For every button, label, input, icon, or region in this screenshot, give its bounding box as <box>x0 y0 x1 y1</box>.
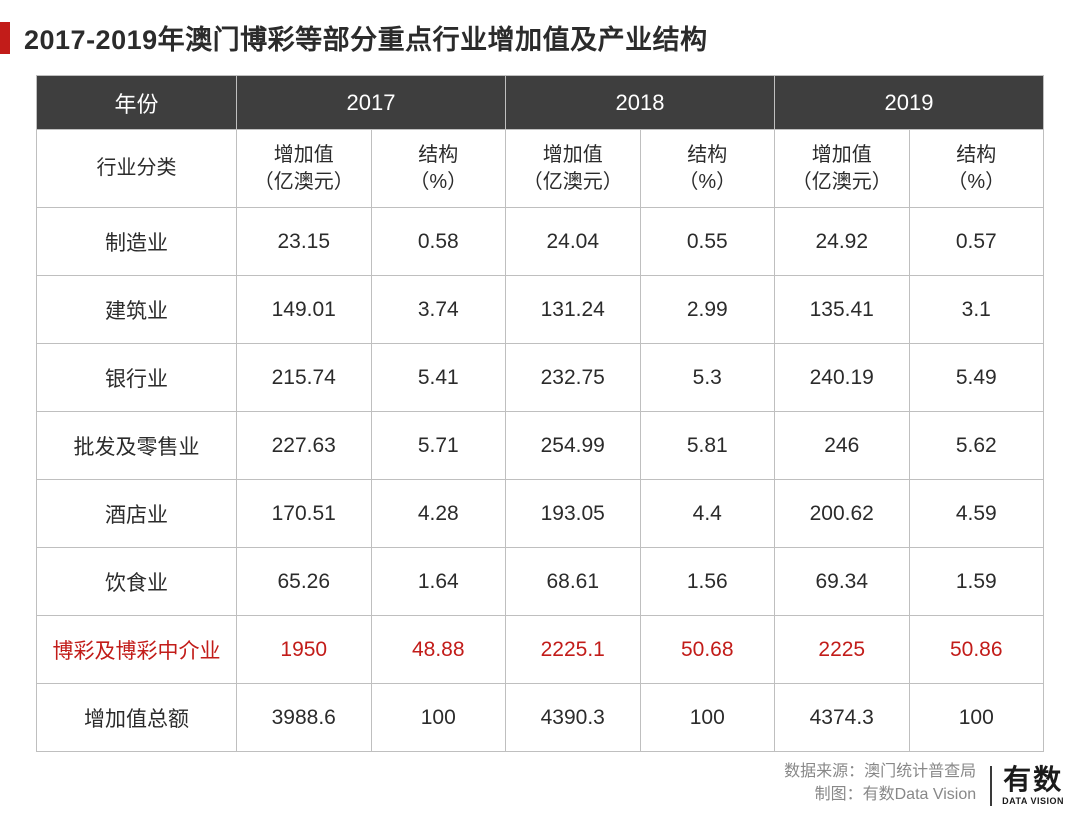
table-cell: 4374.3 <box>775 684 910 752</box>
table-cell: 65.26 <box>237 548 372 616</box>
subcol-value: 增加值（亿澳元） <box>506 130 641 208</box>
table-cell: 48.88 <box>371 616 506 684</box>
row-label: 制造业 <box>37 208 237 276</box>
table-cell: 68.61 <box>506 548 641 616</box>
table-cell: 5.71 <box>371 412 506 480</box>
table-cell: 0.55 <box>640 208 775 276</box>
header-year-label: 年份 <box>37 76 237 130</box>
page-title: 2017-2019年澳门博彩等部分重点行业增加值及产业结构 <box>24 18 708 57</box>
table-cell: 1950 <box>237 616 372 684</box>
accent-block <box>0 22 10 54</box>
header-year-2018: 2018 <box>506 76 775 130</box>
title-bar: 2017-2019年澳门博彩等部分重点行业增加值及产业结构 <box>0 0 1080 75</box>
table-cell: 24.04 <box>506 208 641 276</box>
table-body: 制造业23.150.5824.040.5524.920.57建筑业149.013… <box>37 208 1044 752</box>
table-cell: 24.92 <box>775 208 910 276</box>
table-cell: 2.99 <box>640 276 775 344</box>
table-cell: 4.59 <box>909 480 1044 548</box>
table-cell: 4390.3 <box>506 684 641 752</box>
table-cell: 3.1 <box>909 276 1044 344</box>
table-container: 年份 2017 2018 2019 行业分类 增加值（亿澳元） 结构（%） 增加… <box>0 75 1080 752</box>
table-cell: 232.75 <box>506 344 641 412</box>
table-cell: 4.4 <box>640 480 775 548</box>
footer: 数据来源：澳门统计普查局 制图：有数Data Vision 有数 DATA VI… <box>784 760 1070 806</box>
footer-source: 数据来源：澳门统计普查局 <box>784 760 976 783</box>
table-cell: 3988.6 <box>237 684 372 752</box>
table-row: 饮食业65.261.6468.611.5669.341.59 <box>37 548 1044 616</box>
table-cell: 5.81 <box>640 412 775 480</box>
table-row: 银行业215.745.41232.755.3240.195.49 <box>37 344 1044 412</box>
table-cell: 100 <box>371 684 506 752</box>
table-cell: 1.64 <box>371 548 506 616</box>
table-header-years: 年份 2017 2018 2019 <box>37 76 1044 130</box>
subcol-ratio: 结构（%） <box>371 130 506 208</box>
table-cell: 100 <box>909 684 1044 752</box>
table-row: 酒店业170.514.28193.054.4200.624.59 <box>37 480 1044 548</box>
header-year-2019: 2019 <box>775 76 1044 130</box>
table-row: 建筑业149.013.74131.242.99135.413.1 <box>37 276 1044 344</box>
table-cell: 5.49 <box>909 344 1044 412</box>
footer-text: 数据来源：澳门统计普查局 制图：有数Data Vision <box>784 760 976 806</box>
table-cell: 170.51 <box>237 480 372 548</box>
table-cell: 0.58 <box>371 208 506 276</box>
table-cell: 23.15 <box>237 208 372 276</box>
table-cell: 3.74 <box>371 276 506 344</box>
table-row: 增加值总额3988.61004390.31004374.3100 <box>37 684 1044 752</box>
subcol-value: 增加值（亿澳元） <box>775 130 910 208</box>
table-cell: 2225.1 <box>506 616 641 684</box>
table-cell: 240.19 <box>775 344 910 412</box>
row-label: 增加值总额 <box>37 684 237 752</box>
table-cell: 215.74 <box>237 344 372 412</box>
subcol-ratio: 结构（%） <box>909 130 1044 208</box>
table-cell: 69.34 <box>775 548 910 616</box>
table-cell: 100 <box>640 684 775 752</box>
row-label: 饮食业 <box>37 548 237 616</box>
table-cell: 131.24 <box>506 276 641 344</box>
table-cell: 135.41 <box>775 276 910 344</box>
industry-table: 年份 2017 2018 2019 行业分类 增加值（亿澳元） 结构（%） 增加… <box>36 75 1044 752</box>
table-cell: 2225 <box>775 616 910 684</box>
row-label: 批发及零售业 <box>37 412 237 480</box>
table-row: 博彩及博彩中介业195048.882225.150.68222550.86 <box>37 616 1044 684</box>
table-cell: 227.63 <box>237 412 372 480</box>
brand-logo-en: DATA VISION <box>1002 796 1064 806</box>
table-cell: 254.99 <box>506 412 641 480</box>
brand-logo-cn: 有数 <box>1003 766 1063 794</box>
subcol-ratio: 结构（%） <box>640 130 775 208</box>
header-category-label: 行业分类 <box>37 130 237 208</box>
row-label: 建筑业 <box>37 276 237 344</box>
row-label: 银行业 <box>37 344 237 412</box>
table-cell: 4.28 <box>371 480 506 548</box>
table-cell: 50.86 <box>909 616 1044 684</box>
table-cell: 200.62 <box>775 480 910 548</box>
table-row: 制造业23.150.5824.040.5524.920.57 <box>37 208 1044 276</box>
table-cell: 5.62 <box>909 412 1044 480</box>
footer-credit: 制图：有数Data Vision <box>784 783 976 806</box>
header-year-2017: 2017 <box>237 76 506 130</box>
row-label: 酒店业 <box>37 480 237 548</box>
table-cell: 246 <box>775 412 910 480</box>
table-cell: 5.3 <box>640 344 775 412</box>
table-cell: 50.68 <box>640 616 775 684</box>
subcol-value: 增加值（亿澳元） <box>237 130 372 208</box>
table-cell: 0.57 <box>909 208 1044 276</box>
table-cell: 1.56 <box>640 548 775 616</box>
table-cell: 193.05 <box>506 480 641 548</box>
table-cell: 5.41 <box>371 344 506 412</box>
table-row: 批发及零售业227.635.71254.995.812465.62 <box>37 412 1044 480</box>
row-label: 博彩及博彩中介业 <box>37 616 237 684</box>
brand-logo: 有数 DATA VISION <box>990 766 1070 806</box>
table-header-subcols: 行业分类 增加值（亿澳元） 结构（%） 增加值（亿澳元） 结构（%） 增加值（亿… <box>37 130 1044 208</box>
table-cell: 149.01 <box>237 276 372 344</box>
table-cell: 1.59 <box>909 548 1044 616</box>
